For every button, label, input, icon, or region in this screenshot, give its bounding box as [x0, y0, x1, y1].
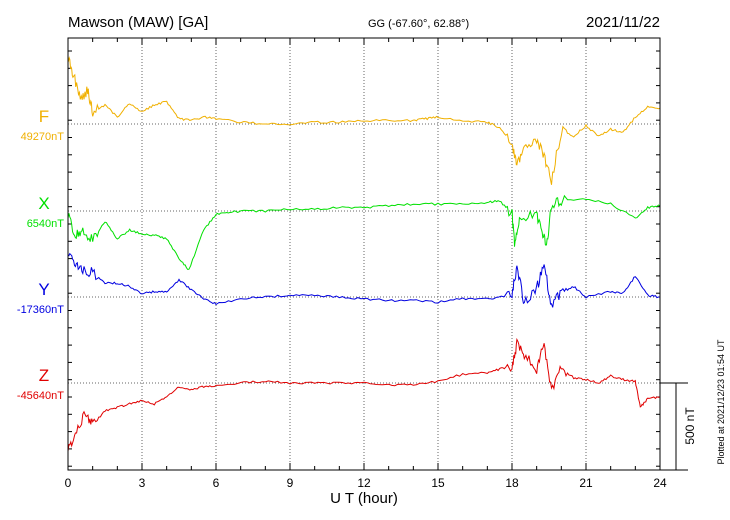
series-baseline-y: -17360nT [17, 304, 64, 316]
series-name-y: Y [38, 280, 49, 299]
series-line-x [67, 194, 661, 270]
series-line-y [67, 252, 660, 308]
x-tick-label: 3 [139, 476, 146, 490]
series-line-f [67, 55, 661, 185]
series-line-z [67, 337, 661, 452]
scale-bar-label: 500 nT [683, 407, 697, 445]
x-tick-label: 12 [357, 476, 371, 490]
x-tick-label: 6 [213, 476, 220, 490]
x-tick-label: 9 [287, 476, 294, 490]
x-tick-label: 18 [505, 476, 519, 490]
series-baseline-x: 6540nT [27, 218, 65, 230]
station-title: Mawson (MAW) [GA] [68, 14, 208, 31]
series-name-f: F [39, 107, 49, 126]
series-name-z: Z [39, 366, 49, 385]
series-name-x: X [38, 194, 49, 213]
grid-lines [68, 38, 660, 470]
plot-frame [67, 37, 661, 471]
x-tick-label: 15 [431, 476, 445, 490]
series-layer [67, 55, 661, 452]
x-axis: 0 3 6 9 12 15 18 21 24 [65, 38, 667, 490]
date-label: 2021/11/22 [586, 14, 660, 31]
series-baseline-z: -45640nT [17, 390, 64, 402]
x-tick-label: 0 [65, 476, 72, 490]
scale-bar: 500 nT [660, 382, 697, 471]
x-axis-label: U T (hour) [330, 490, 398, 507]
coords-label: GG (-67.60°, 62.88°) [368, 18, 469, 30]
plotted-note: Plotted at 2021/12/23 01:54 UT [716, 339, 726, 465]
component-labels: F 49270nT X 6540nT Y -17360nT Z -45640nT [17, 107, 64, 402]
series-baseline-f: 49270nT [21, 131, 65, 143]
x-tick-label: 21 [579, 476, 593, 490]
x-tick-label: 24 [653, 476, 667, 490]
